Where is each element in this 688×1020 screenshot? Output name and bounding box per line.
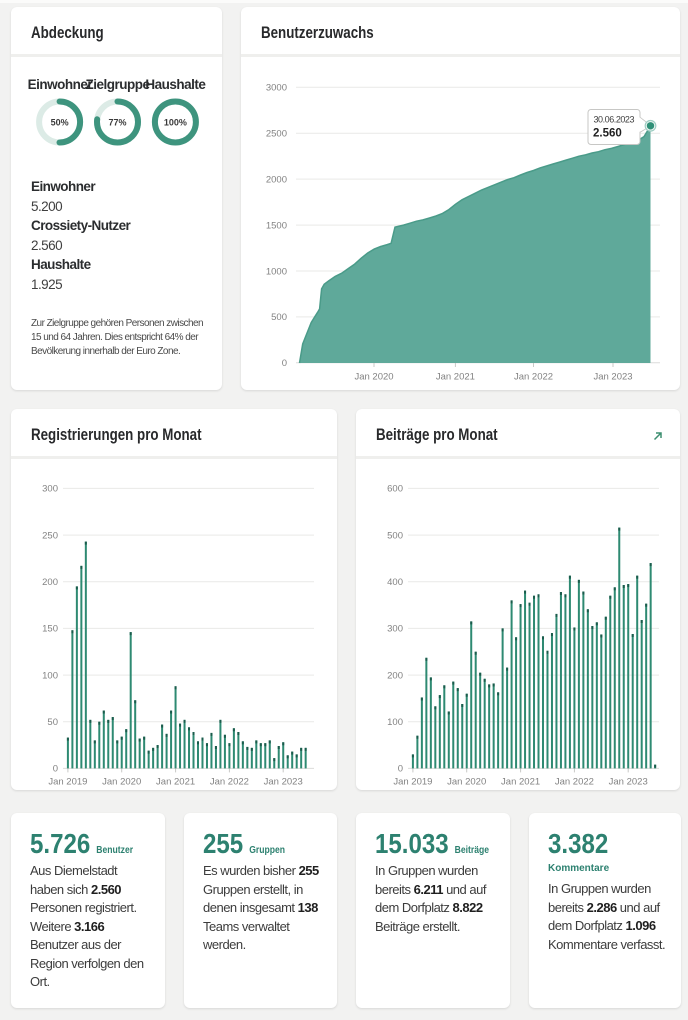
svg-text:Jan 2021: Jan 2021	[436, 371, 475, 382]
svg-text:200: 200	[387, 670, 403, 681]
svg-text:77%: 77%	[108, 118, 126, 128]
svg-text:Jan 2020: Jan 2020	[102, 777, 141, 788]
svg-text:Jan 2022: Jan 2022	[555, 777, 594, 788]
svg-text:100: 100	[42, 670, 58, 681]
svg-text:0: 0	[398, 764, 403, 775]
svg-text:Jan 2020: Jan 2020	[354, 371, 393, 382]
svg-text:2.560: 2.560	[593, 128, 622, 140]
svg-text:300: 300	[387, 624, 403, 635]
svg-text:150: 150	[42, 624, 58, 635]
svg-text:100%: 100%	[164, 118, 187, 128]
svg-text:Jan 2019: Jan 2019	[48, 777, 87, 788]
svg-text:2500: 2500	[266, 129, 287, 140]
svg-text:Jan 2019: Jan 2019	[393, 777, 432, 788]
svg-text:Jan 2021: Jan 2021	[156, 777, 195, 788]
svg-text:Jan 2023: Jan 2023	[609, 777, 648, 788]
svg-text:50: 50	[47, 717, 58, 728]
svg-text:500: 500	[387, 530, 403, 541]
svg-text:1500: 1500	[266, 220, 287, 231]
svg-text:Jan 2020: Jan 2020	[447, 777, 486, 788]
svg-text:2000: 2000	[266, 174, 287, 185]
svg-text:400: 400	[387, 577, 403, 588]
svg-text:250: 250	[42, 530, 58, 541]
svg-text:Jan 2023: Jan 2023	[264, 777, 303, 788]
svg-text:0: 0	[53, 764, 58, 775]
svg-text:Jan 2023: Jan 2023	[593, 371, 632, 382]
svg-text:200: 200	[42, 577, 58, 588]
svg-text:50%: 50%	[51, 118, 69, 128]
svg-text:Jan 2022: Jan 2022	[514, 371, 553, 382]
svg-text:3000: 3000	[266, 83, 287, 94]
svg-text:Jan 2022: Jan 2022	[210, 777, 249, 788]
svg-text:1000: 1000	[266, 266, 287, 277]
svg-text:Jan 2021: Jan 2021	[501, 777, 540, 788]
svg-text:300: 300	[42, 484, 58, 495]
svg-text:600: 600	[387, 484, 403, 495]
svg-text:30.06.2023: 30.06.2023	[594, 115, 635, 125]
svg-text:100: 100	[387, 717, 403, 728]
svg-text:0: 0	[282, 358, 287, 369]
svg-text:500: 500	[271, 312, 287, 323]
